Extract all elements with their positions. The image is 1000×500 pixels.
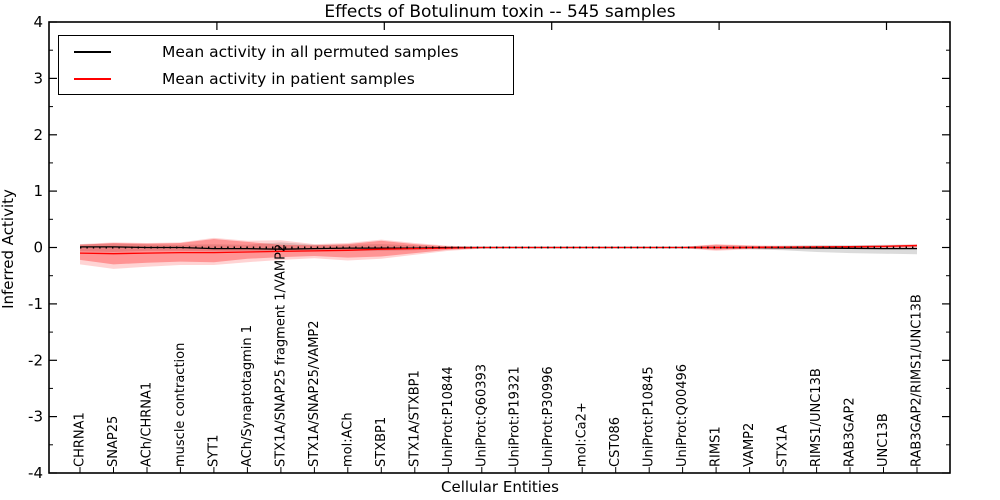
band-patient-range <box>80 239 917 265</box>
band-patient-range-outer <box>80 237 917 269</box>
y-tick-label: -3 <box>28 408 43 426</box>
x-category-label: UniProt:Q60393 <box>474 364 489 467</box>
chart-title: Effects of Botulinum toxin -- 545 sample… <box>324 2 676 22</box>
patient-line-swatch <box>74 77 111 80</box>
x-category-label: STX1A/SNAP25/VAMP2 <box>307 320 322 467</box>
legend-entry-permuted: Mean activity in all permuted samples <box>59 39 513 65</box>
x-category-label: UniProt:Q00496 <box>675 364 690 467</box>
x-category-label: UniProt:P10844 <box>441 366 456 467</box>
series-line-patient <box>79 244 918 255</box>
x-category-label: muscle contraction <box>173 343 188 467</box>
legend-label-patient: Mean activity in patient samples <box>162 69 415 88</box>
x-category-label: SNAP25 <box>106 416 121 467</box>
y-tick-label: 3 <box>33 69 43 87</box>
legend-entry-patient: Mean activity in patient samples <box>59 66 513 92</box>
x-category-label: mol:ACh <box>340 412 355 467</box>
y-tick-label: -1 <box>28 295 43 313</box>
x-category-label: SYT1 <box>206 435 221 467</box>
x-category-label: RAB3GAP2/RIMS1/UNC13B <box>910 294 925 467</box>
x-category-label: CST086 <box>608 417 623 467</box>
x-axis-title: Cellular Entities <box>441 478 559 496</box>
x-category-label: mol:Ca2+ <box>575 402 590 467</box>
y-tick-label: 0 <box>33 239 43 257</box>
x-category-label: ACh/Synaptotagmin 1 <box>240 325 255 467</box>
x-category-label: UniProt:P19321 <box>508 366 523 467</box>
permuted-line-swatch <box>74 50 111 53</box>
y-tick-label: 4 <box>33 13 43 31</box>
x-category-label: STX1A/SNAP25 fragment 1/VAMP2 <box>273 244 288 467</box>
legend-label-permuted: Mean activity in all permuted samples <box>162 42 459 61</box>
y-tick-label: 2 <box>33 126 43 144</box>
y-tick-label: 1 <box>33 182 43 200</box>
x-category-label: STX1A/STXBP1 <box>407 370 422 467</box>
x-category-label: STXBP1 <box>374 417 389 467</box>
y-axis-title: Inferred Activity <box>0 189 17 309</box>
legend-box: Mean activity in all permuted samples Me… <box>58 35 514 95</box>
x-category-label: RIMS1 <box>709 426 724 467</box>
band-permuted-range <box>80 242 917 255</box>
x-category-label: UniProt:P30996 <box>541 366 556 467</box>
y-tick-label: -4 <box>28 464 43 482</box>
x-category-label: RAB3GAP2 <box>843 397 858 467</box>
x-category-label: UniProt:P10845 <box>642 366 657 467</box>
x-category-label: CHRNA1 <box>73 412 88 467</box>
x-category-label: VAMP2 <box>742 423 757 467</box>
x-category-label: ACh/CHRNA1 <box>140 382 155 467</box>
x-category-label: UNC13B <box>876 413 891 467</box>
x-category-label: STX1A <box>776 425 791 467</box>
x-category-label: RIMS1/UNC13B <box>809 368 824 467</box>
y-tick-label: -2 <box>28 351 43 369</box>
